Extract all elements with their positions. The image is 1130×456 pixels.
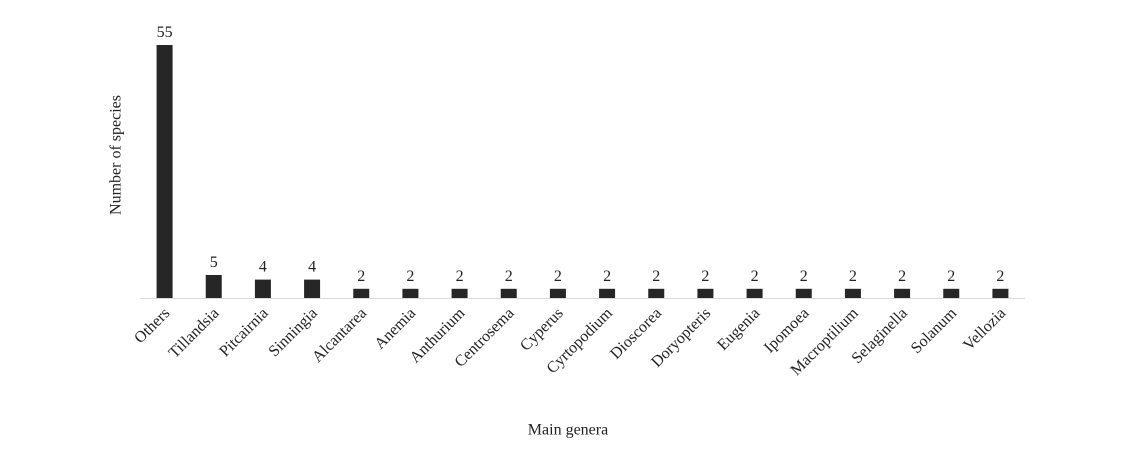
- value-label: 2: [800, 268, 808, 285]
- bar: [205, 275, 222, 298]
- x-tick-label: Alcantarea: [309, 305, 370, 366]
- value-label: 2: [849, 268, 857, 285]
- value-label: 4: [259, 259, 267, 276]
- value-label: 5: [210, 254, 218, 271]
- bar: [697, 288, 714, 298]
- value-label: 2: [505, 268, 513, 285]
- value-label: 55: [157, 24, 173, 41]
- value-label: 2: [554, 268, 562, 285]
- bar: [156, 45, 173, 298]
- bar: [648, 288, 665, 298]
- x-tick-label: Others: [131, 305, 173, 347]
- x-tick-label: Vellozia: [960, 305, 1009, 354]
- bar: [353, 288, 370, 298]
- bar: [254, 279, 271, 298]
- y-axis-label: Number of species: [108, 95, 125, 215]
- value-label: 2: [701, 268, 709, 285]
- value-label: 2: [947, 268, 955, 285]
- bar: [549, 288, 566, 298]
- x-tick-label: Cyperus: [517, 305, 567, 355]
- value-label: 2: [406, 268, 414, 285]
- bar: [500, 288, 517, 298]
- value-label: 2: [603, 268, 611, 285]
- bar: [943, 288, 960, 298]
- x-tick-label: Pitcairnia: [216, 305, 271, 360]
- x-tick-label: Tillandsia: [166, 305, 223, 362]
- x-tick-label: Solanum: [908, 304, 961, 357]
- bar: [599, 288, 616, 298]
- bar: [844, 288, 861, 298]
- bar: [304, 279, 321, 298]
- bar: [451, 288, 468, 298]
- value-label: 2: [357, 268, 365, 285]
- bar: [402, 288, 419, 298]
- bar: [746, 288, 763, 298]
- value-label: 2: [751, 268, 759, 285]
- value-label: 4: [308, 259, 316, 276]
- bar: [894, 288, 911, 298]
- value-label: 2: [996, 268, 1004, 285]
- bar: [795, 288, 812, 298]
- x-tick-label: Eugenia: [714, 305, 763, 354]
- value-label: 2: [898, 268, 906, 285]
- value-label: 2: [456, 268, 464, 285]
- x-axis-label: Main genera: [528, 422, 608, 439]
- value-label: 2: [652, 268, 660, 285]
- x-tick-label: Anemia: [371, 305, 419, 353]
- bar: [992, 288, 1009, 298]
